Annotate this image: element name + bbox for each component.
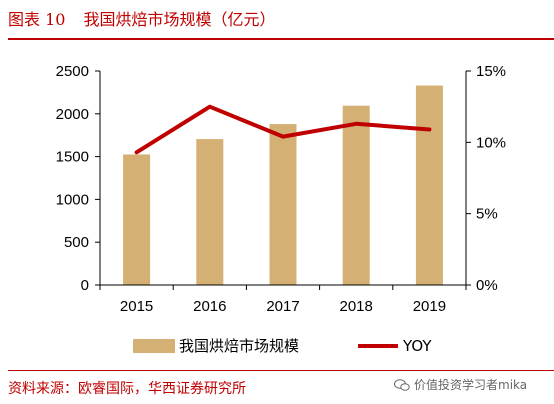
watermark-text: 价值投资学习者mika bbox=[414, 378, 528, 392]
figure-title: 我国烘焙市场规模（亿元） bbox=[83, 10, 276, 29]
bar-2018 bbox=[342, 105, 370, 285]
x-axis: 2015 2016 2017 2018 2019 bbox=[99, 284, 467, 315]
x-tick-label: 2015 bbox=[120, 298, 153, 315]
x-tick-label: 2016 bbox=[193, 298, 226, 315]
footer-divider bbox=[8, 370, 554, 371]
left-tick-label: 2000 bbox=[56, 106, 89, 123]
right-tick-label: 5% bbox=[476, 206, 498, 223]
bar-series bbox=[123, 85, 443, 286]
right-y-axis: 0% 5% 10% 15% bbox=[465, 63, 506, 294]
right-tick-label: 10% bbox=[476, 134, 506, 151]
left-tick-label: 2500 bbox=[56, 63, 89, 80]
chart-title: 图表 10 我国烘焙市场规模（亿元） bbox=[8, 6, 275, 30]
source-note: 资料来源：欧睿国际，华西证券研究所 bbox=[8, 381, 246, 397]
legend-swatch-bar bbox=[133, 339, 175, 353]
bar-2017 bbox=[269, 124, 297, 286]
yoy-line-series bbox=[134, 104, 432, 155]
bar-2019 bbox=[415, 85, 443, 285]
left-tick-label: 500 bbox=[64, 234, 89, 251]
left-tick-label: 1000 bbox=[56, 191, 89, 208]
wechat-icon bbox=[394, 378, 410, 391]
x-tick-label: 2018 bbox=[340, 298, 373, 315]
bar-2016 bbox=[196, 139, 224, 285]
left-tick-label: 0 bbox=[81, 277, 89, 294]
legend-label-bar: 我国烘焙市场规模 bbox=[179, 337, 299, 355]
watermark: 价值投资学习者mika bbox=[394, 376, 527, 393]
left-y-axis: 0 500 1000 1500 2000 2500 bbox=[56, 63, 101, 294]
bar-2015 bbox=[123, 154, 151, 285]
right-tick-label: 0% bbox=[476, 277, 498, 294]
legend-label-line: YOY bbox=[402, 337, 432, 355]
right-tick-label: 15% bbox=[476, 63, 506, 80]
x-tick-label: 2019 bbox=[413, 298, 446, 315]
title-divider bbox=[8, 38, 554, 40]
legend: 我国烘焙市场规模 YOY bbox=[133, 337, 432, 355]
x-tick-label: 2017 bbox=[266, 298, 299, 315]
left-tick-label: 1500 bbox=[56, 149, 89, 166]
figure-label: 图表 10 bbox=[8, 10, 66, 29]
